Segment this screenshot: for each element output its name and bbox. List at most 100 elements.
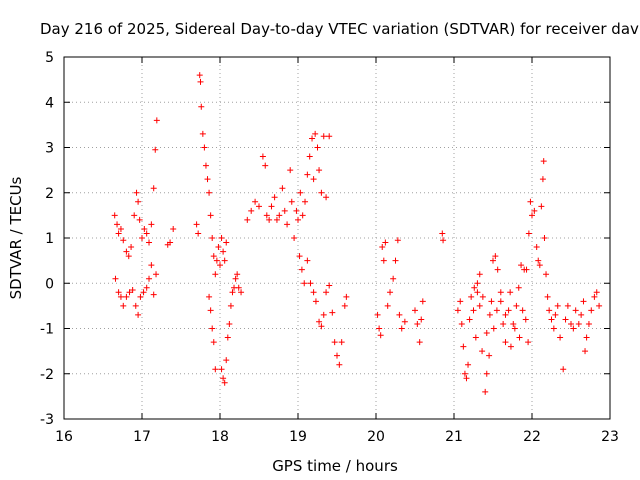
data-point: [583, 334, 590, 341]
data-point: [212, 271, 219, 278]
data-point: [482, 388, 489, 395]
data-point: [213, 257, 220, 264]
data-point: [562, 316, 569, 323]
data-point: [266, 216, 273, 223]
data-point: [557, 334, 564, 341]
data-point: [548, 316, 555, 323]
data-point: [209, 325, 216, 332]
data-point: [525, 339, 532, 346]
data-point: [221, 379, 228, 386]
data-point: [312, 130, 319, 137]
data-point: [132, 302, 139, 309]
data-point: [326, 133, 333, 140]
data-point: [377, 332, 384, 339]
data-point: [541, 235, 548, 241]
data-point: [196, 72, 203, 79]
data-point: [507, 289, 514, 296]
data-point: [140, 289, 147, 296]
data-point: [238, 289, 245, 296]
y-tick-label: 0: [45, 276, 54, 292]
x-axis-label: GPS time / hours: [272, 457, 398, 475]
data-point: [143, 230, 150, 237]
data-point: [148, 262, 155, 269]
data-point: [218, 235, 225, 241]
data-point: [153, 271, 160, 278]
data-point: [312, 298, 319, 305]
data-point: [516, 334, 523, 341]
data-point: [146, 239, 153, 246]
data-point: [525, 230, 532, 237]
data-point: [468, 293, 475, 300]
data-point: [244, 216, 251, 223]
data-point: [507, 343, 514, 350]
data-point: [439, 230, 446, 237]
data-point: [301, 280, 308, 287]
data-point: [259, 153, 266, 160]
x-tick-label: 21: [445, 429, 463, 445]
data-point: [314, 144, 321, 151]
data-point: [463, 375, 470, 382]
data-point: [126, 289, 133, 296]
data-point: [153, 117, 160, 124]
data-point: [209, 235, 216, 241]
data-point: [343, 293, 350, 300]
data-point: [323, 194, 330, 201]
data-point: [320, 311, 327, 318]
data-point: [564, 302, 571, 309]
data-point: [593, 289, 600, 296]
data-point: [502, 339, 509, 346]
y-tick-label: 4: [45, 95, 54, 111]
data-point: [522, 316, 529, 323]
data-point: [536, 262, 543, 269]
data-point: [131, 212, 138, 219]
data-point: [488, 298, 495, 305]
data-point: [398, 325, 405, 332]
data-point: [490, 325, 497, 332]
data-point: [492, 253, 499, 260]
data-point: [220, 375, 227, 382]
chart-title: Day 216 of 2025, Sidereal Day-to-day VTE…: [40, 20, 640, 38]
data-point: [206, 189, 213, 196]
y-tick-label: 5: [45, 50, 54, 66]
data-point: [195, 230, 202, 237]
data-point: [502, 311, 509, 318]
data-point: [299, 212, 306, 219]
data-point: [560, 366, 567, 373]
data-point: [552, 311, 559, 318]
data-point: [331, 339, 338, 346]
data-point: [201, 144, 208, 151]
data-point: [223, 239, 230, 246]
data-point: [291, 235, 298, 241]
data-point: [143, 284, 150, 291]
data-point: [125, 253, 132, 260]
data-point: [123, 248, 130, 255]
data-point: [486, 352, 493, 359]
data-point: [461, 370, 468, 377]
data-point: [379, 244, 386, 251]
data-point: [206, 293, 213, 300]
data-point: [252, 198, 259, 205]
y-tick-label: -3: [40, 412, 54, 428]
data-point: [141, 225, 148, 232]
data-point: [387, 289, 394, 296]
data-point: [483, 370, 490, 377]
data-point: [120, 237, 127, 244]
data-point: [217, 262, 223, 269]
data-point: [279, 185, 286, 192]
data-point: [440, 237, 447, 244]
data-point: [374, 311, 381, 318]
data-point: [550, 325, 557, 332]
data-point: [128, 244, 135, 251]
data-point: [137, 293, 144, 300]
data-point: [458, 320, 465, 327]
data-point: [486, 311, 493, 318]
data-point: [170, 225, 177, 232]
data-point: [320, 133, 327, 140]
x-tick-label: 23: [601, 429, 619, 445]
x-tick-label: 16: [55, 429, 73, 445]
data-point: [318, 189, 325, 196]
y-tick-label: -1: [40, 322, 54, 338]
data-point: [223, 357, 230, 364]
data-point: [202, 162, 209, 169]
data-point: [136, 216, 143, 223]
